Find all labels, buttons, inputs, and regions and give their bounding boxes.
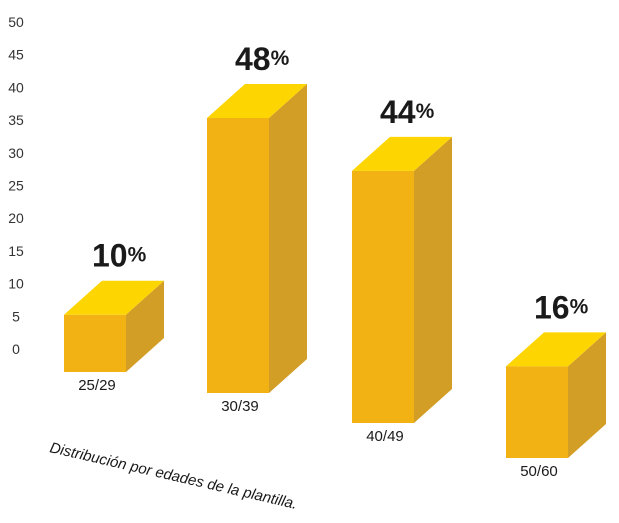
bar-top-30-39 (207, 83, 307, 118)
bar-front-25-29 (64, 314, 126, 372)
y-tick-label: 20 (8, 210, 24, 226)
bar-front-50-60 (506, 366, 568, 458)
bar-top-50-60 (506, 332, 606, 367)
bar-group (64, 83, 606, 458)
bar-front-30-39 (207, 117, 269, 394)
y-tick-label: 5 (12, 308, 20, 324)
category-label: 30/39 (221, 398, 259, 415)
category-label: 50/60 (520, 463, 558, 480)
bar-side-50-60 (568, 332, 606, 458)
percent-sign: % (416, 100, 435, 123)
y-tick-label: 45 (8, 47, 24, 63)
percent-sign: % (128, 244, 147, 267)
y-tick-label: 35 (8, 112, 24, 128)
y-tick-label: 0 (12, 341, 20, 357)
data-label: 16% (534, 289, 589, 325)
bar-top-40-49 (352, 136, 452, 171)
data-label: 44% (380, 94, 435, 130)
y-tick-label: 40 (8, 79, 24, 95)
bar-side-40-49 (414, 136, 452, 423)
data-labels: 10% 48% 44% 16% (92, 41, 589, 325)
y-tick-label: 25 (8, 178, 24, 194)
y-tick-label: 30 (8, 145, 24, 161)
category-labels: 25/29 30/39 40/49 50/60 (78, 377, 558, 480)
bar-side-25-29 (126, 280, 164, 372)
data-label: 48% (235, 41, 290, 77)
y-tick-label: 10 (8, 276, 24, 292)
category-label: 40/49 (366, 428, 404, 445)
chart-caption: Distribución por edades de la plantilla. (48, 439, 299, 513)
category-label: 25/29 (78, 377, 116, 394)
bar-side-30-39 (269, 83, 307, 394)
percent-sign: % (570, 295, 589, 318)
y-tick-label: 15 (8, 243, 24, 259)
data-label: 10% (92, 238, 147, 274)
bar-front-40-49 (352, 170, 414, 423)
y-tick-label: 50 (8, 14, 24, 30)
bar-top-25-29 (64, 280, 164, 315)
percent-sign: % (271, 47, 290, 70)
